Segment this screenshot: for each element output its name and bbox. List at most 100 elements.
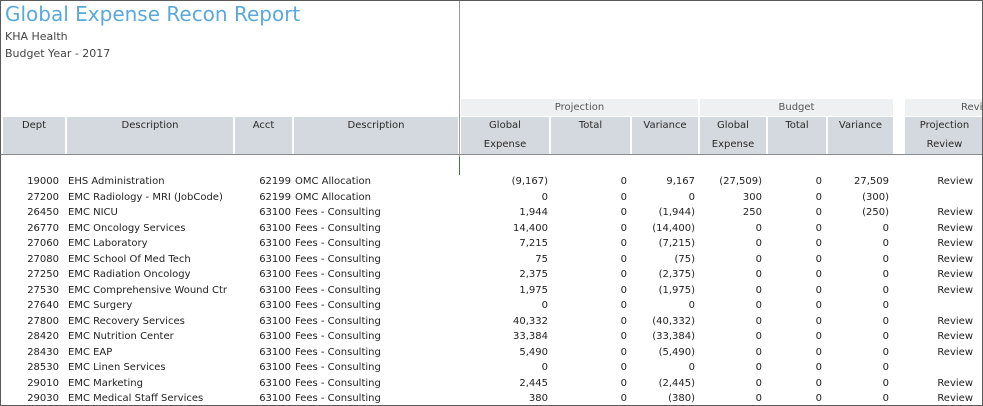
budget-global-expense-cell[interactable]: 250 <box>742 207 762 218</box>
budget-global-expense-cell[interactable]: 0 <box>755 300 762 311</box>
budget-variance-cell[interactable]: 0 <box>882 284 889 296</box>
table-row[interactable]: 26450 EMC NICU 63100 Fees - Consulting 1,944… <box>1 206 982 221</box>
table-row[interactable]: 29010 EMC Marketing 63100 Fees - Consulting… <box>1 377 982 392</box>
budget-variance-cell[interactable]: 0 <box>882 269 889 280</box>
budget-total-cell[interactable]: 0 <box>815 377 822 389</box>
projection-review-cell[interactable]: Review <box>937 253 973 265</box>
projection-variance-cell[interactable]: (40,332) <box>652 315 695 327</box>
budget-variance-cell[interactable]: 0 <box>882 377 889 389</box>
dept-cell[interactable]: 28530 <box>27 362 59 373</box>
projection-review-cell[interactable]: Review <box>937 176 973 187</box>
budget-global-expense-cell[interactable]: 300 <box>742 191 762 203</box>
description-cell[interactable]: EMC Recovery Services <box>68 315 185 327</box>
budget-variance-cell[interactable]: 0 <box>882 346 889 358</box>
budget-variance-cell[interactable]: 27,509 <box>854 176 889 187</box>
dept-cell[interactable]: 26450 <box>27 207 59 218</box>
projection-total-cell[interactable]: 0 <box>620 191 627 203</box>
header-projection-review[interactable]: Projection Review <box>905 117 982 154</box>
projection-variance-cell[interactable]: (33,384) <box>652 331 695 342</box>
budget-variance-cell[interactable]: 0 <box>882 238 889 249</box>
projection-variance-cell[interactable]: (2,445) <box>658 377 695 389</box>
acct-cell[interactable]: 63100 <box>259 253 291 265</box>
projection-variance-cell[interactable]: (5,490) <box>658 346 695 358</box>
projection-review-cell[interactable]: Review <box>937 207 973 218</box>
acct-cell[interactable]: 62199 <box>259 191 291 203</box>
budget-variance-cell[interactable]: 0 <box>882 300 889 311</box>
projection-review-cell[interactable]: Review <box>937 346 973 358</box>
acct-description-cell[interactable]: Fees - Consulting <box>295 393 381 404</box>
projection-review-cell[interactable]: Review <box>937 331 973 342</box>
budget-total-cell[interactable]: 0 <box>815 253 822 265</box>
budget-total-cell[interactable]: 0 <box>815 315 822 327</box>
header-budget-total[interactable]: Total <box>768 117 826 154</box>
budget-total-cell[interactable]: 0 <box>815 362 822 373</box>
acct-cell[interactable]: 63100 <box>259 315 291 327</box>
budget-variance-cell[interactable]: 0 <box>882 393 889 404</box>
projection-variance-cell[interactable]: (2,375) <box>658 269 695 280</box>
budget-total-cell[interactable]: 0 <box>815 346 822 358</box>
budget-total-cell[interactable]: 0 <box>815 300 822 311</box>
acct-description-cell[interactable]: OMC Allocation <box>295 176 371 187</box>
header-budget-variance[interactable]: Variance <box>828 117 893 154</box>
projection-total-cell[interactable]: 0 <box>620 331 627 342</box>
table-row[interactable]: 27060 EMC Laboratory 63100 Fees - Consultin… <box>1 237 982 252</box>
projection-variance-cell[interactable]: 0 <box>688 191 695 203</box>
description-cell[interactable]: EMC Radiology - MRI (JobCode) <box>68 191 223 203</box>
budget-global-expense-cell[interactable]: 0 <box>755 284 762 296</box>
header-acct-description[interactable]: Description <box>294 117 458 154</box>
projection-total-cell[interactable]: 0 <box>620 377 627 389</box>
table-row[interactable]: 28430 EMC EAP 63100 Fees - Consulting 5,490 0… <box>1 346 982 361</box>
acct-description-cell[interactable]: Fees - Consulting <box>295 253 381 265</box>
dept-cell[interactable]: 27640 <box>27 300 59 311</box>
dept-cell[interactable]: 26770 <box>27 222 59 234</box>
projection-global-expense-cell[interactable]: 33,384 <box>513 331 548 342</box>
description-cell[interactable]: EMC Laboratory <box>68 238 148 249</box>
freeze-pane-divider[interactable] <box>459 1 460 173</box>
projection-total-cell[interactable]: 0 <box>620 346 627 358</box>
projection-global-expense-cell[interactable]: 5,490 <box>519 346 548 358</box>
budget-variance-cell[interactable]: 0 <box>882 253 889 265</box>
table-row[interactable]: 29030 EMC Medical Staff Services 63100 Fees… <box>1 392 982 405</box>
description-cell[interactable]: EMC Medical Staff Services <box>68 393 204 404</box>
dept-cell[interactable]: 28420 <box>27 331 59 342</box>
budget-total-cell[interactable]: 0 <box>815 238 822 249</box>
description-cell[interactable]: EMC Surgery <box>68 300 133 311</box>
dept-cell[interactable]: 27200 <box>27 191 59 203</box>
description-cell[interactable]: EMC EAP <box>68 346 113 358</box>
projection-total-cell[interactable]: 0 <box>620 315 627 327</box>
description-cell[interactable]: EMC School Of Med Tech <box>68 253 191 265</box>
budget-global-expense-cell[interactable]: 0 <box>755 393 762 404</box>
table-row[interactable]: 27250 EMC Radiation Oncology 63100 Fees - C… <box>1 268 982 283</box>
projection-global-expense-cell[interactable]: 7,215 <box>519 238 548 249</box>
description-cell[interactable]: EMC Linen Services <box>68 362 166 373</box>
acct-cell[interactable]: 63100 <box>259 346 291 358</box>
acct-description-cell[interactable]: Fees - Consulting <box>295 331 381 342</box>
projection-variance-cell[interactable]: (1,975) <box>658 284 695 296</box>
acct-cell[interactable]: 63100 <box>259 393 291 404</box>
table-row[interactable]: 27080 EMC School Of Med Tech 63100 Fees - C… <box>1 253 982 268</box>
acct-description-cell[interactable]: Fees - Consulting <box>295 207 381 218</box>
acct-cell[interactable]: 63100 <box>259 300 291 311</box>
projection-review-cell[interactable]: Review <box>937 315 973 327</box>
description-cell[interactable]: EMC Radiation Oncology <box>68 269 191 280</box>
projection-variance-cell[interactable]: (14,400) <box>652 222 695 234</box>
dept-cell[interactable]: 27530 <box>27 284 59 296</box>
projection-global-expense-cell[interactable]: 0 <box>541 300 548 311</box>
budget-variance-cell[interactable]: 0 <box>882 222 889 234</box>
projection-global-expense-cell[interactable]: 0 <box>541 191 548 203</box>
header-budget-global-expense[interactable]: Global Expense <box>700 117 766 154</box>
table-row[interactable]: 19000 EHS Administration 62199 OMC Allocati… <box>1 175 982 190</box>
budget-global-expense-cell[interactable]: 0 <box>755 362 762 373</box>
dept-cell[interactable]: 27060 <box>27 238 59 249</box>
projection-variance-cell[interactable]: (7,215) <box>658 238 695 249</box>
dept-cell[interactable]: 27800 <box>27 315 59 327</box>
acct-description-cell[interactable]: OMC Allocation <box>295 191 371 203</box>
budget-global-expense-cell[interactable]: (27,509) <box>719 176 762 187</box>
acct-cell[interactable]: 62199 <box>259 176 291 187</box>
acct-description-cell[interactable]: Fees - Consulting <box>295 346 381 358</box>
table-row[interactable]: 26770 EMC Oncology Services 63100 Fees - Co… <box>1 222 982 237</box>
projection-review-cell[interactable]: Review <box>937 269 973 280</box>
budget-global-expense-cell[interactable]: 0 <box>755 331 762 342</box>
acct-description-cell[interactable]: Fees - Consulting <box>295 284 381 296</box>
budget-global-expense-cell[interactable]: 0 <box>755 346 762 358</box>
